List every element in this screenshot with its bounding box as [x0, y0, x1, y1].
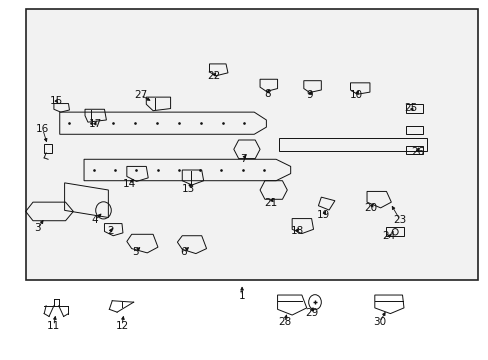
- Text: 11: 11: [47, 321, 61, 331]
- Text: 25: 25: [404, 103, 417, 113]
- Bar: [26, 9, 477, 280]
- Text: 29: 29: [305, 308, 318, 318]
- Text: 17: 17: [88, 118, 102, 129]
- Text: 16: 16: [36, 124, 49, 134]
- Text: 2: 2: [107, 226, 114, 236]
- Text: 6: 6: [180, 247, 186, 257]
- Text: 30: 30: [372, 317, 386, 327]
- Text: 18: 18: [290, 226, 303, 236]
- Text: 9: 9: [306, 90, 313, 100]
- Text: 10: 10: [349, 90, 362, 100]
- Text: 15: 15: [50, 96, 63, 106]
- Text: 21: 21: [264, 198, 277, 208]
- Text: 12: 12: [115, 321, 128, 331]
- Text: 8: 8: [264, 89, 271, 99]
- Text: 5: 5: [132, 247, 138, 257]
- Text: 20: 20: [364, 203, 377, 213]
- Text: 27: 27: [134, 90, 147, 100]
- Text: 3: 3: [35, 223, 41, 233]
- Text: 19: 19: [317, 210, 330, 220]
- Text: 22: 22: [207, 71, 220, 81]
- Text: 13: 13: [182, 184, 195, 194]
- Text: 26: 26: [410, 147, 424, 157]
- Text: 1: 1: [238, 291, 245, 301]
- Text: 14: 14: [122, 179, 136, 189]
- Text: 23: 23: [393, 215, 406, 225]
- Text: 28: 28: [278, 317, 291, 327]
- Text: 24: 24: [381, 231, 394, 242]
- Text: 7: 7: [239, 154, 246, 164]
- Text: 4: 4: [92, 215, 99, 225]
